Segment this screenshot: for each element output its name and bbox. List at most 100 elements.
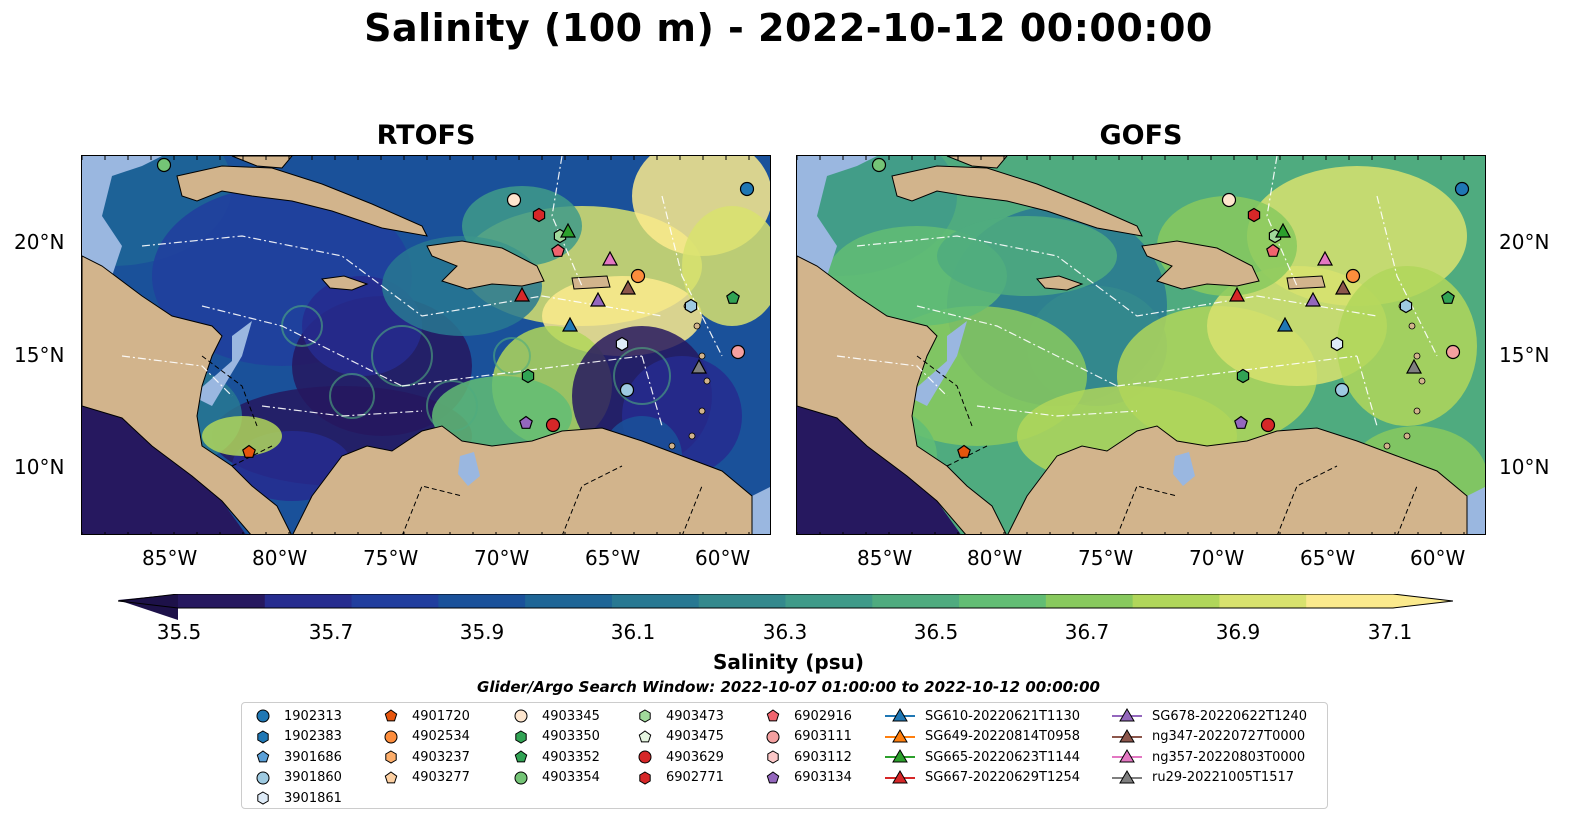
float-marker — [242, 444, 256, 458]
legend-marker-icon — [256, 771, 270, 785]
lat-label-20n-left: 20°N — [14, 230, 65, 254]
legend-item: 4903277 — [380, 768, 470, 789]
float-marker — [730, 344, 746, 360]
legend-item: 6902916 — [762, 706, 852, 727]
legend-label: 4903237 — [412, 749, 470, 765]
colorbar-tick: 35.9 — [459, 620, 505, 644]
map-gofs[interactable] — [796, 155, 1486, 535]
legend-label: ng357-20220803T0000 — [1152, 749, 1306, 765]
legend-item: 3901686 — [252, 747, 342, 768]
legend-marker-icon — [514, 771, 528, 785]
legend-label: 4902534 — [412, 729, 470, 745]
legend-marker-icon — [1112, 728, 1142, 743]
legend-label: SG610-20220621T1130 — [925, 708, 1081, 724]
legend-marker-icon — [1112, 749, 1142, 763]
float-marker — [871, 157, 887, 173]
lat-label-15n-left: 15°N — [14, 343, 65, 367]
legend-item: 4903345 — [510, 706, 600, 727]
lon-label-80w-gofs: 80°W — [967, 546, 1023, 570]
lat-label-10n-right: 10°N — [1499, 455, 1550, 479]
legend-label: SG649-20220814T0958 — [925, 729, 1081, 745]
colorbar-label: Salinity (psu) — [712, 650, 864, 674]
lat-label-20n-right: 20°N — [1499, 230, 1550, 254]
legend-item: 3901860 — [252, 768, 342, 789]
map-canvas — [82, 156, 770, 534]
legend-label: 3901860 — [284, 770, 342, 786]
legend-marker-icon — [885, 749, 915, 763]
legend-item: 1902383 — [252, 727, 342, 748]
legend-item: 4903629 — [634, 747, 724, 768]
lon-label-60w: 60°W — [695, 546, 751, 570]
legend-marker-icon — [767, 750, 779, 764]
legend-label: ng347-20220727T0000 — [1152, 729, 1306, 745]
legend-marker-icon — [766, 771, 780, 784]
lat-label-15n-right: 15°N — [1499, 343, 1550, 367]
float-marker — [690, 358, 708, 374]
float-marker — [551, 243, 565, 257]
float-marker — [1228, 286, 1246, 302]
legend-marker-icon — [514, 709, 528, 723]
lon-label-65w-gofs: 65°W — [1300, 546, 1356, 570]
float-marker — [1345, 268, 1361, 284]
legend-label: 4903345 — [542, 708, 600, 724]
legend-label: SG678-20220622T1240 — [1152, 708, 1308, 724]
map-rtofs[interactable] — [81, 155, 771, 535]
legend-column: 4903345 4903350 4903352 4903354 — [510, 706, 600, 788]
legend-marker-icon — [257, 791, 269, 805]
legend-marker-icon — [257, 730, 269, 744]
legend-marker-icon — [638, 750, 652, 764]
colorbar — [117, 593, 1454, 620]
colorbar-tick: 36.9 — [1215, 620, 1261, 644]
float-marker — [1236, 368, 1250, 384]
float-marker — [1247, 207, 1261, 223]
float-marker — [630, 268, 646, 284]
legend-marker-icon — [885, 769, 915, 784]
legend-label: 1902313 — [284, 708, 342, 724]
map-canvas — [797, 156, 1485, 534]
float-marker — [1330, 336, 1344, 352]
legend-column: 4901720 4902534 4903237 4903277 — [380, 706, 470, 788]
lon-label-60w-gofs: 60°W — [1410, 546, 1466, 570]
legend-marker-icon — [384, 730, 398, 744]
legend-item: 6903111 — [762, 727, 852, 748]
float-marker — [1234, 415, 1248, 429]
legend-label: SG665-20220623T1144 — [925, 749, 1081, 765]
legend-item: SG649-20220814T0958 — [885, 727, 1080, 748]
colorbar-tick: 36.1 — [610, 620, 656, 644]
legend-column: SG678-20220622T1240 ng347-20220727T0000 ng… — [1112, 706, 1307, 788]
legend-item: 4903350 — [510, 727, 600, 748]
float-marker — [684, 298, 698, 314]
legend-marker-icon — [766, 730, 780, 744]
legend-item: ng357-20220803T0000 — [1112, 747, 1307, 768]
legend-marker-icon — [885, 728, 915, 743]
legend-item: SG610-20220621T1130 — [885, 706, 1080, 727]
float-marker — [601, 250, 619, 266]
float-marker — [1221, 192, 1237, 208]
float-marker — [513, 286, 531, 302]
legend-label: 3901686 — [284, 749, 342, 765]
legend-column: 4903473 4903475 4903629 6902771 — [634, 706, 724, 788]
lon-label-65w: 65°W — [585, 546, 641, 570]
colorbar-tick: 36.3 — [762, 620, 808, 644]
legend-label: 4903354 — [542, 770, 600, 786]
legend-label: 4903277 — [412, 770, 470, 786]
legend: 1902313 1902383 3901686 3901860 3901861 49017… — [241, 702, 1328, 809]
legend-marker-icon — [515, 730, 527, 744]
legend-marker-icon — [639, 709, 651, 723]
legend-marker-icon — [514, 750, 528, 763]
float-marker — [1334, 279, 1352, 295]
legend-marker-icon — [384, 709, 398, 722]
lon-label-75w: 75°W — [363, 546, 419, 570]
legend-label: 4903629 — [666, 749, 724, 765]
lon-label-80w: 80°W — [252, 546, 308, 570]
colorbar-tick: 37.1 — [1367, 620, 1413, 644]
legend-label: 3901861 — [284, 790, 342, 806]
legend-item: 4902534 — [380, 727, 470, 748]
legend-label: 4903350 — [542, 729, 600, 745]
legend-item: ng347-20220727T0000 — [1112, 727, 1307, 748]
legend-label: 6902916 — [794, 708, 852, 724]
float-marker — [739, 181, 755, 197]
legend-item: 4903352 — [510, 747, 600, 768]
float-marker — [519, 415, 533, 429]
float-marker — [726, 290, 740, 304]
